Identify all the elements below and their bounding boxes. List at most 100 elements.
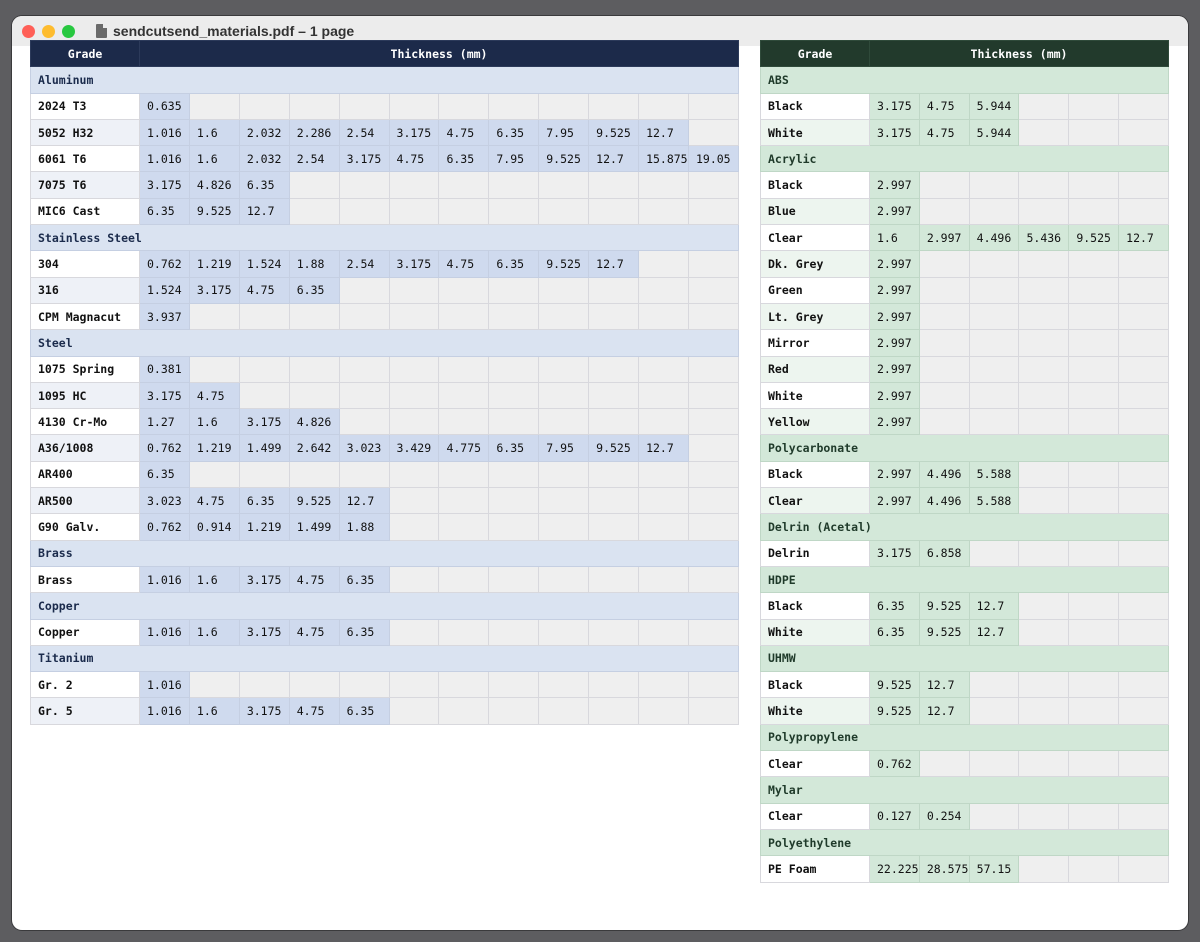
thickness-cell: 4.826 (288, 408, 340, 436)
empty-cell (538, 302, 590, 331)
empty-cell (488, 302, 540, 331)
thickness-cell: 2.54 (288, 145, 340, 173)
thickness-cell: 2.997 (869, 197, 920, 226)
thickness-cell: 0.762 (869, 750, 920, 778)
empty-cell (1018, 329, 1070, 357)
empty-cell (1068, 250, 1120, 278)
empty-cell (1068, 329, 1120, 357)
empty-cell (288, 197, 340, 226)
empty-cell (388, 276, 440, 304)
close-window-button[interactable] (22, 25, 35, 38)
empty-cell (588, 355, 640, 383)
thickness-cell: 1.6 (188, 618, 240, 646)
thickness-cell: 0.635 (139, 92, 190, 120)
thickness-column-header: Thickness (mm) (139, 39, 739, 68)
empty-cell (538, 671, 590, 699)
empty-cell (1068, 381, 1120, 410)
table-row: AR400 6.35 (30, 460, 740, 489)
table-row: Black 2.997 4.496 5.588 (760, 460, 1169, 489)
empty-cell (1118, 276, 1169, 304)
grade-cell: 4130 Cr-Mo (30, 408, 140, 436)
thickness-cell: 1.219 (238, 513, 290, 541)
empty-cell (1018, 355, 1070, 383)
thickness-cell: 1.016 (139, 118, 190, 147)
table-row: Green 2.997 (760, 276, 1169, 304)
empty-cell (338, 671, 390, 699)
grade-cell: 7075 T6 (30, 171, 140, 199)
grade-cell: 1075 Spring (30, 355, 140, 383)
table-row: 2024 T3 0.635 (30, 92, 740, 120)
empty-cell (968, 171, 1020, 199)
empty-cell (538, 513, 590, 541)
grade-cell: Dk. Grey (760, 250, 870, 278)
empty-cell (338, 302, 390, 331)
thickness-cell: 7.95 (538, 118, 590, 147)
table-row: 1075 Spring 0.381 (30, 355, 740, 383)
grade-cell: Black (760, 460, 870, 489)
empty-cell (438, 92, 490, 120)
thickness-cell: 9.525 (538, 145, 590, 173)
thickness-cell: 6.858 (918, 539, 970, 567)
material-group-row: Delrin (Acetal) (760, 513, 1169, 541)
table-row: Copper 1.016 1.6 3.175 4.75 6.35 (30, 618, 740, 646)
empty-cell (1018, 118, 1070, 147)
material-group-row: Titanium (30, 644, 739, 673)
thickness-column-header: Thickness (mm) (869, 39, 1169, 68)
table-row: MIC6 Cast 6.35 9.525 12.7 (30, 197, 740, 226)
thickness-cell: 22.225 (869, 855, 920, 883)
empty-cell (1018, 855, 1070, 883)
empty-cell (968, 197, 1020, 226)
thickness-cell: 2.032 (238, 145, 290, 173)
empty-cell (1018, 92, 1070, 120)
empty-cell (1068, 592, 1120, 620)
grade-cell: 2024 T3 (30, 92, 140, 120)
material-group-row: Polyethylene (760, 828, 1169, 857)
thickness-cell: 9.525 (588, 434, 640, 462)
thickness-cell: 12.7 (588, 145, 640, 173)
material-group-label: Polypropylene (760, 723, 1169, 752)
thickness-cell: 5.436 (1018, 224, 1070, 252)
grade-cell: 5052 H32 (30, 118, 140, 147)
thickness-cell: 7.95 (488, 145, 540, 173)
empty-cell (1018, 539, 1070, 567)
grade-cell: Clear (760, 802, 870, 830)
grade-cell: CPM Magnacut (30, 302, 140, 331)
empty-cell (588, 697, 640, 725)
thickness-cell: 2.997 (869, 302, 920, 331)
minimize-window-button[interactable] (42, 25, 55, 38)
thickness-cell: 3.175 (238, 565, 290, 594)
grade-cell: Green (760, 276, 870, 304)
empty-cell (588, 171, 640, 199)
empty-cell (1118, 697, 1169, 725)
thickness-cell: 5.944 (968, 118, 1020, 147)
thickness-cell: 5.588 (968, 487, 1020, 515)
empty-cell (488, 618, 540, 646)
thickness-cell: 2.997 (869, 250, 920, 278)
thickness-cell: 4.826 (188, 171, 240, 199)
grade-cell: 1095 HC (30, 381, 140, 410)
thickness-cell: 4.496 (918, 460, 970, 489)
empty-cell (918, 276, 970, 304)
empty-cell (538, 565, 590, 594)
empty-cell (918, 302, 970, 331)
table-row: 6061 T6 1.016 1.6 2.032 2.54 3.175 4.75 6.35 7.9… (30, 145, 740, 173)
empty-cell (338, 460, 390, 489)
zoom-window-button[interactable] (62, 25, 75, 38)
empty-cell (538, 460, 590, 489)
thickness-cell: 5.588 (968, 460, 1020, 489)
material-group-row: UHMW (760, 644, 1169, 673)
table-row: White 6.35 9.525 12.7 (760, 618, 1169, 646)
empty-cell (638, 171, 689, 199)
empty-cell (388, 355, 440, 383)
grade-cell: Black (760, 592, 870, 620)
thickness-cell: 1.6 (188, 565, 240, 594)
empty-cell (687, 513, 740, 541)
thickness-cell: 6.35 (238, 171, 290, 199)
empty-cell (338, 408, 390, 436)
grade-cell: MIC6 Cast (30, 197, 140, 226)
empty-cell (588, 513, 640, 541)
material-group-row: Stainless Steel (30, 224, 739, 252)
table-row: Black 6.35 9.525 12.7 (760, 592, 1169, 620)
thickness-cell: 3.175 (869, 539, 920, 567)
thickness-cell: 12.7 (968, 618, 1020, 646)
